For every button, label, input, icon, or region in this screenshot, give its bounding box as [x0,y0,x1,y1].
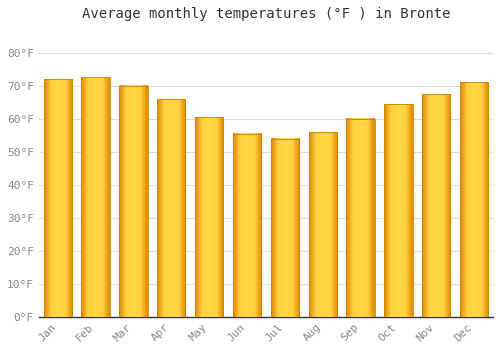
Bar [233,134,261,317]
Bar [270,139,299,317]
Bar [460,82,488,317]
Bar [44,79,72,317]
Bar [422,94,450,317]
Bar [82,77,110,317]
Bar [195,117,224,317]
Bar [119,86,148,317]
Bar [308,132,337,317]
Bar [157,99,186,317]
Bar [384,104,412,317]
Bar [346,119,375,317]
Title: Average monthly temperatures (°F ) in Bronte: Average monthly temperatures (°F ) in Br… [82,7,450,21]
